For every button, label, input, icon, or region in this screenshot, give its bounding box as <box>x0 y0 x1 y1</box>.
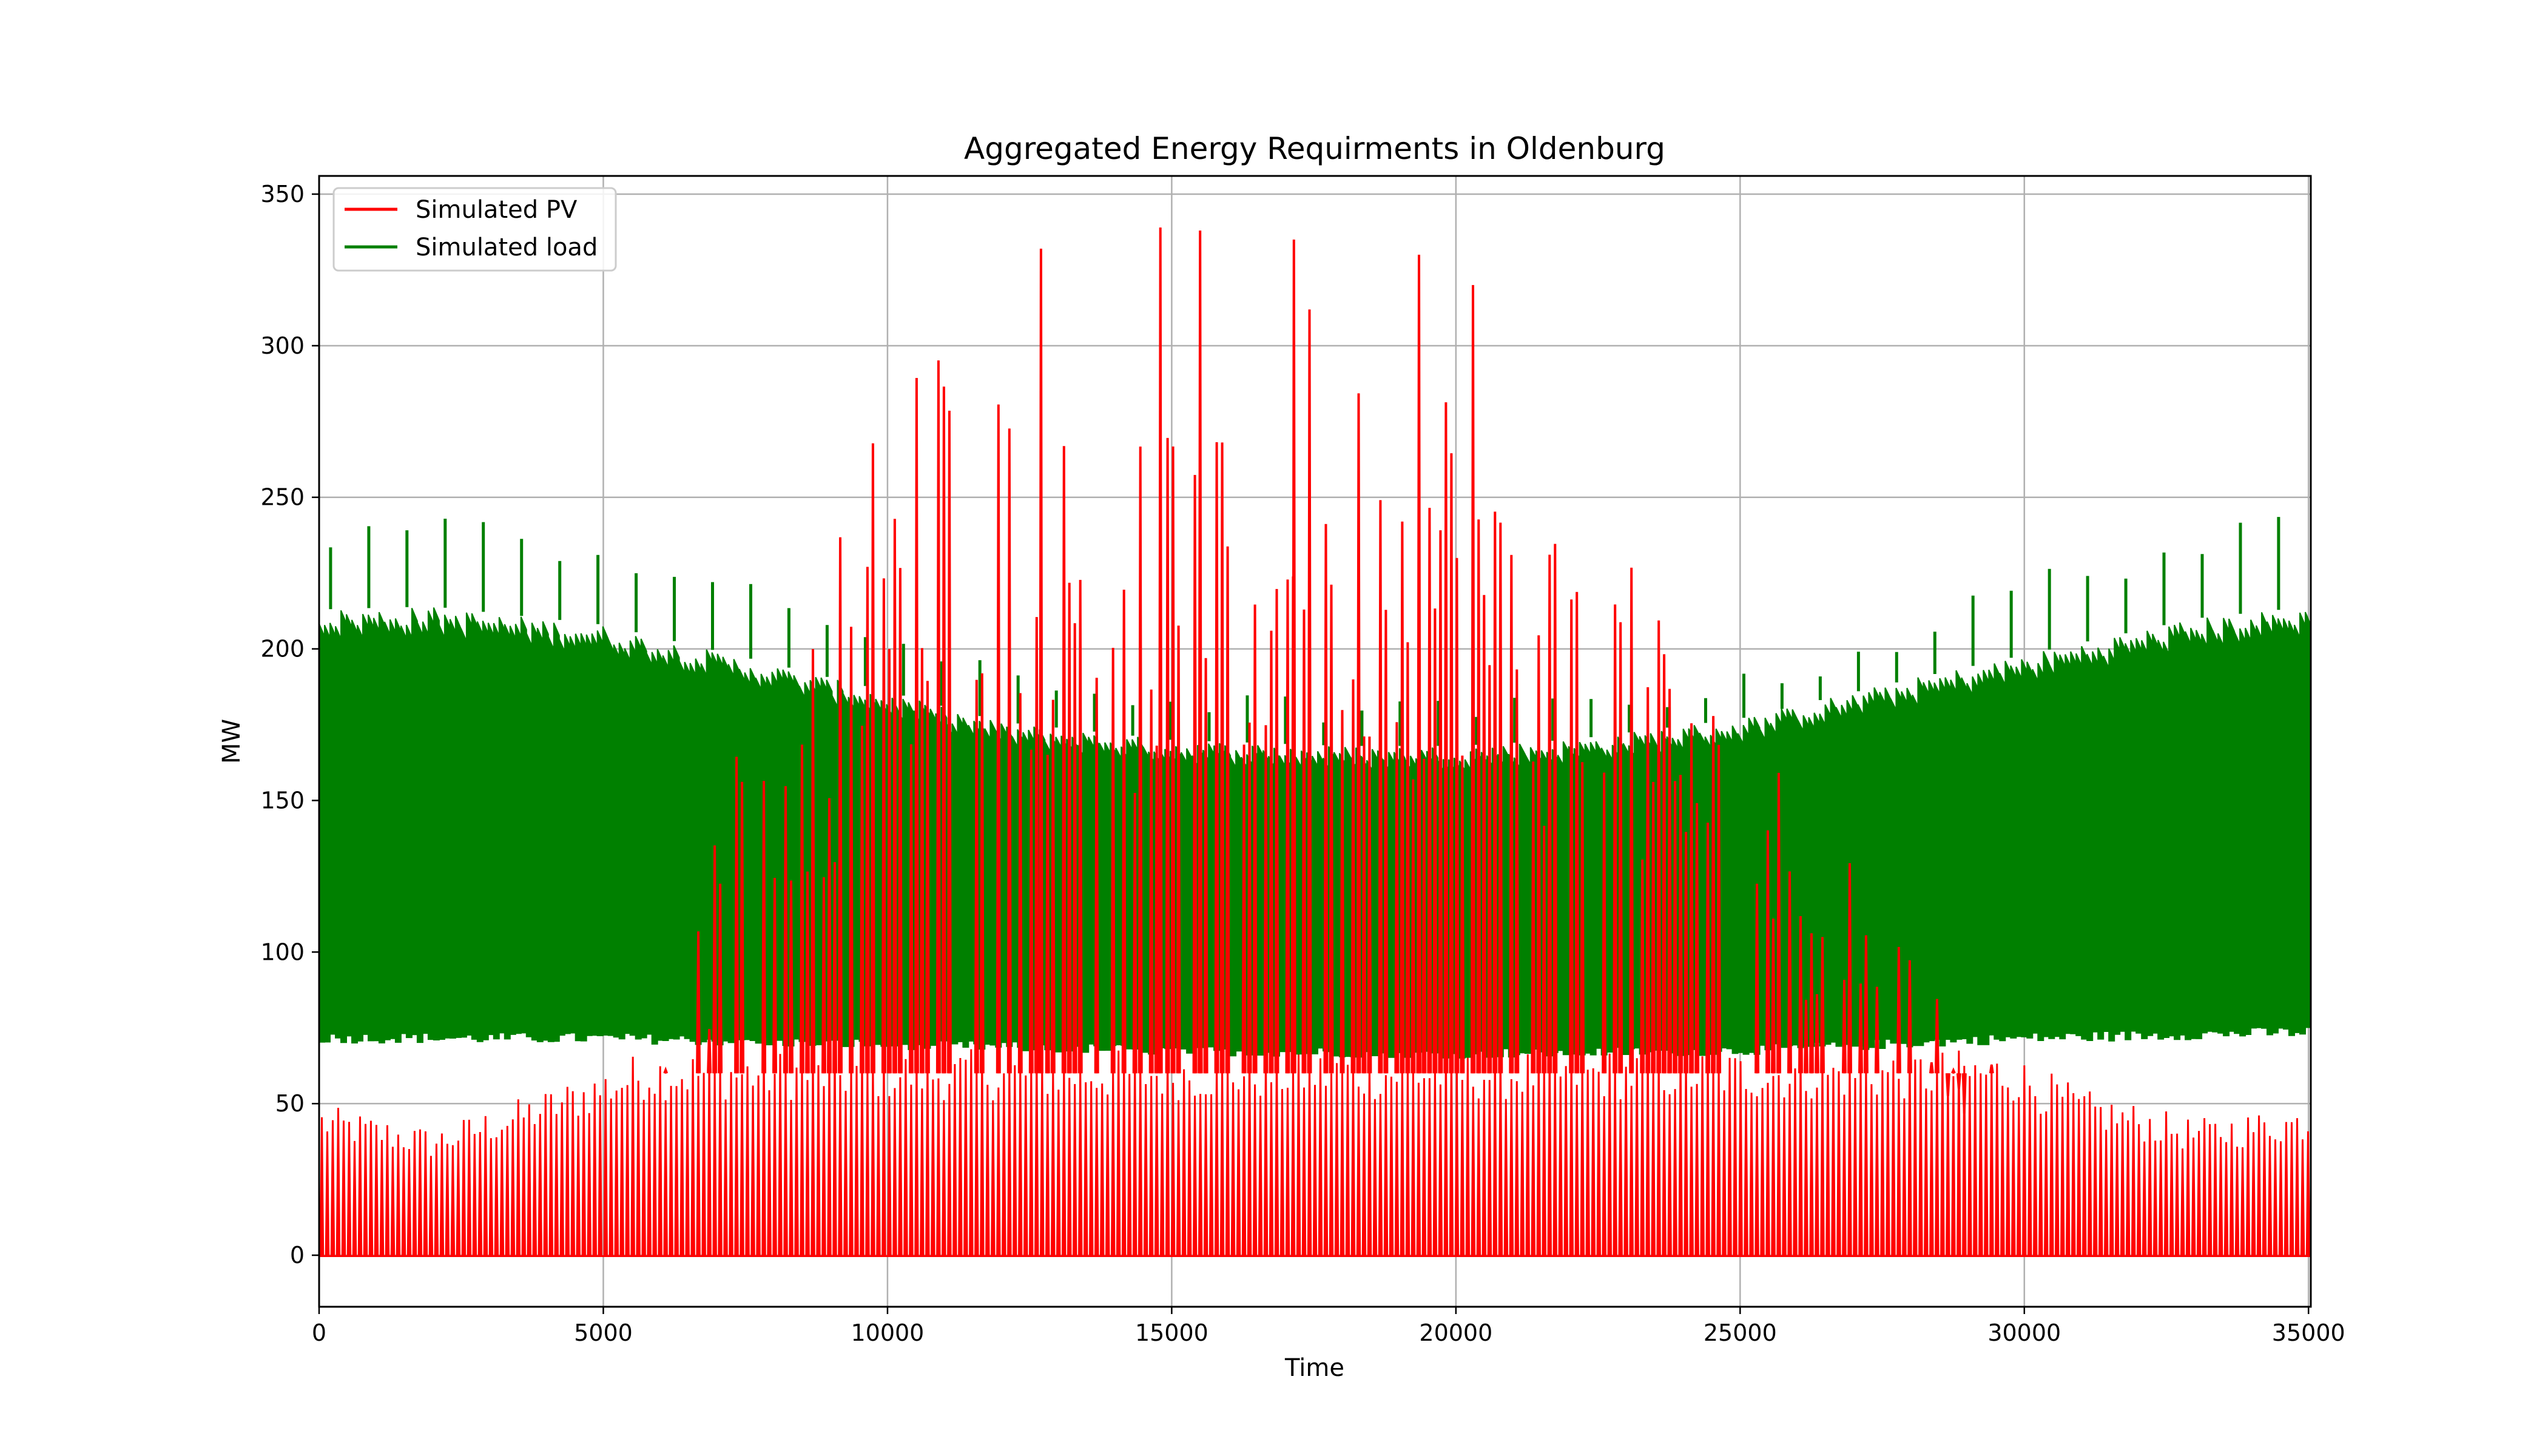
y-tick-label: 0 <box>290 1242 305 1269</box>
y-tick-label: 150 <box>260 787 305 814</box>
x-tick-label: 10000 <box>851 1320 924 1346</box>
x-tick-label: 30000 <box>1987 1320 2061 1346</box>
y-tick-label: 50 <box>275 1090 305 1117</box>
load-daily-band <box>319 607 2311 1059</box>
y-tick-label: 200 <box>260 636 305 662</box>
legend: Simulated PV Simulated load <box>332 187 617 272</box>
x-tick-label: 5000 <box>574 1320 633 1346</box>
y-axis-title: MW <box>218 719 246 764</box>
load-weekly-spikes <box>329 517 2280 746</box>
x-tick-label: 15000 <box>1135 1320 1208 1346</box>
y-axis: 0 50 100 150 200 250 300 350 <box>260 181 319 1269</box>
pv-baseline <box>319 1255 2311 1258</box>
chart-title: Aggregated Energy Requirments in Oldenbu… <box>964 131 1665 166</box>
y-tick-label: 250 <box>260 484 305 511</box>
x-tick-label: 25000 <box>1704 1320 1777 1346</box>
legend-box <box>332 187 617 272</box>
legend-label-load: Simulated load <box>416 234 598 261</box>
x-axis-title: Time <box>1284 1354 1344 1382</box>
x-tick-label: 20000 <box>1419 1320 1492 1346</box>
series-simulated-pv-spikes <box>663 227 1994 1114</box>
y-tick-label: 300 <box>260 332 305 359</box>
legend-label-pv: Simulated PV <box>416 196 578 224</box>
series-simulated-load <box>319 517 2311 1059</box>
x-tick-label: 35000 <box>2272 1320 2345 1346</box>
y-tick-label: 100 <box>260 939 305 965</box>
pv-daily-peaks <box>663 227 1994 1114</box>
y-tick-label: 350 <box>260 181 305 207</box>
plot-frame <box>318 175 2312 1308</box>
x-axis: 0 5000 10000 15000 20000 25000 30000 35000 <box>312 1307 2345 1346</box>
x-tick-label: 0 <box>312 1320 326 1346</box>
